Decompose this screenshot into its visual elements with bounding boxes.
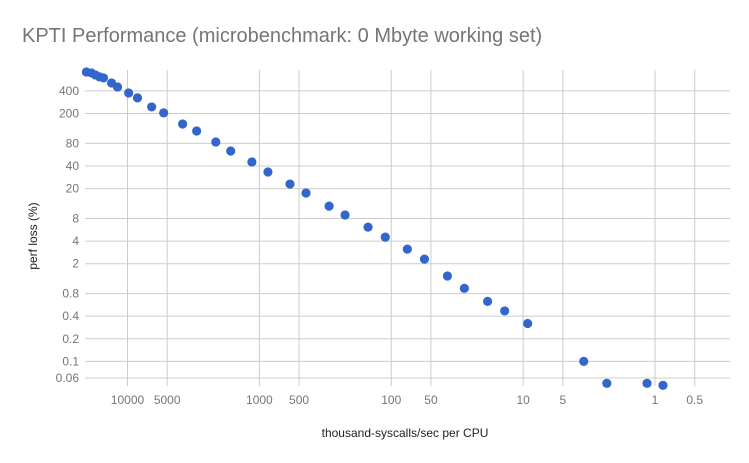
- data-point: [98, 73, 109, 83]
- x-tick-label: 10000: [111, 393, 145, 407]
- data-point: [147, 102, 157, 112]
- y-tick-label: 0.8: [62, 287, 79, 301]
- data-point: [247, 157, 257, 167]
- x-tick-label: 100: [381, 393, 401, 407]
- data-point: [642, 378, 652, 388]
- data-point: [363, 222, 373, 232]
- data-point: [192, 126, 202, 136]
- x-tick-label: 500: [289, 393, 309, 407]
- data-point: [419, 254, 430, 264]
- y-tick-label: 0.4: [62, 309, 79, 323]
- data-point: [340, 210, 350, 220]
- data-point: [500, 306, 510, 316]
- data-point: [124, 88, 134, 98]
- data-point: [658, 380, 668, 390]
- chart-title: KPTI Performance (microbenchmark: 0 Mbyt…: [22, 25, 542, 47]
- x-tick-label: 0.5: [686, 393, 703, 407]
- x-tick-label: 1: [652, 393, 659, 407]
- x-tick-label: 1000: [246, 393, 273, 407]
- data-point: [263, 167, 273, 177]
- x-axis-label: thousand-syscalls/sec per CPU: [322, 426, 489, 440]
- y-axis-label: perf loss (%): [26, 202, 40, 269]
- y-tick-label: 0.1: [62, 354, 79, 368]
- y-tick-label: 2: [72, 257, 79, 271]
- y-tick-label: 0.2: [62, 332, 79, 346]
- data-point: [132, 93, 143, 103]
- data-point: [211, 137, 221, 147]
- y-tick-label: 40: [66, 159, 80, 173]
- y-tick-label: 400: [59, 84, 79, 98]
- y-tick-label: 4: [72, 234, 79, 248]
- y-tick-label: 200: [59, 107, 79, 121]
- x-tick-label: 5: [559, 393, 566, 407]
- y-tick-label: 20: [66, 182, 80, 196]
- data-point: [602, 378, 612, 388]
- data-point: [226, 146, 236, 156]
- data-point: [523, 318, 533, 329]
- data-point: [112, 82, 123, 92]
- y-tick-label: 8: [72, 211, 79, 225]
- x-tick-label: 5000: [154, 393, 181, 407]
- data-point: [380, 232, 390, 242]
- data-point: [459, 283, 469, 293]
- data-point: [178, 119, 188, 129]
- data-point: [159, 108, 169, 118]
- data-point: [301, 188, 311, 198]
- y-tick-label: 0.06: [56, 371, 80, 385]
- data-point: [285, 179, 295, 189]
- data-point: [402, 244, 412, 254]
- data-point: [579, 356, 589, 366]
- x-tick-label: 10: [516, 393, 530, 407]
- y-tick-label: 80: [66, 136, 80, 150]
- data-point: [482, 296, 493, 306]
- x-tick-label: 50: [424, 393, 438, 407]
- data-point: [324, 201, 334, 211]
- data-point: [442, 271, 453, 281]
